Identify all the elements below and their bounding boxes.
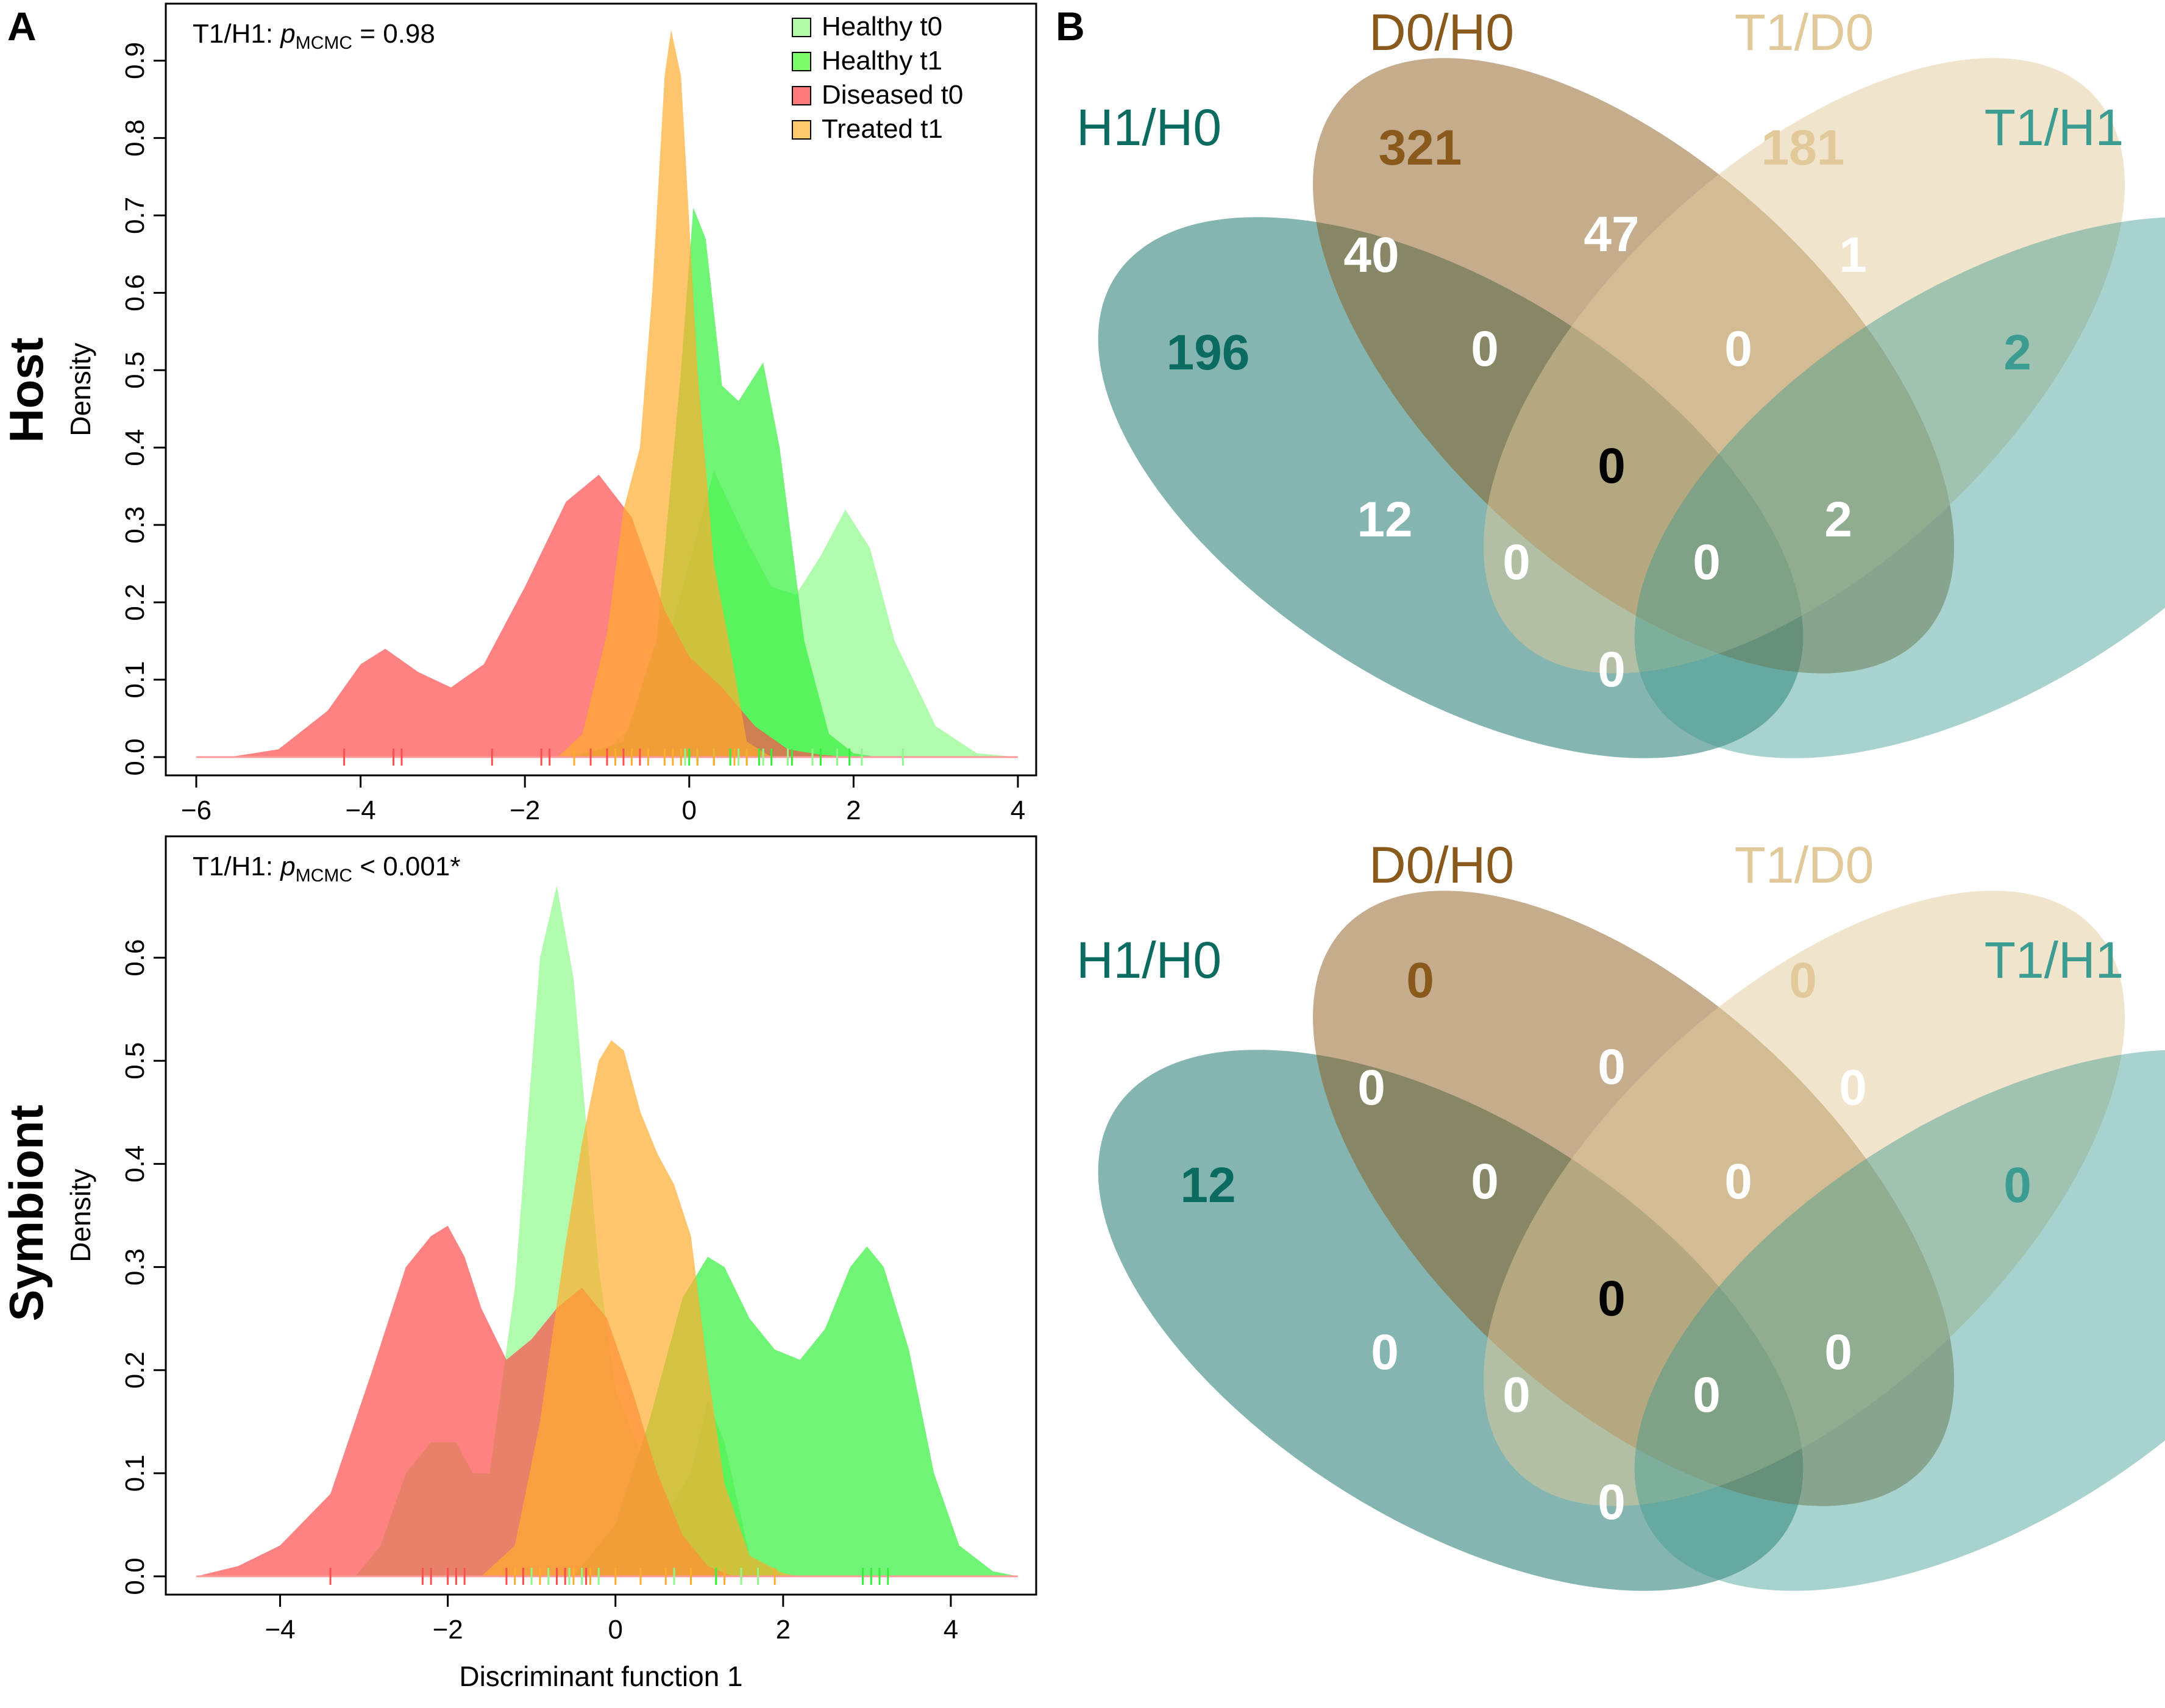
venn-set-label: D0/H0 (1369, 4, 1514, 61)
x-tick-label: −4 (346, 795, 376, 825)
venn-count-d0h0-t1d0: 0 (1598, 1039, 1626, 1095)
legend-swatch (792, 86, 811, 105)
legend-swatch (792, 120, 811, 140)
venn-count-h1h0-t1d0: 0 (1371, 1325, 1399, 1380)
density-plot-symbiont: −4 −2 0 2 4 0.0 0.1 0.2 0.3 0.4 0.5 0.6 Density Discr… (65, 835, 1037, 1692)
x-axis-label: Discriminant function 1 (459, 1660, 742, 1692)
venn-count-d0h0-only: 321 (1379, 120, 1462, 176)
venn-count-h1h0-d0h0-t1d0: 0 (1471, 321, 1499, 377)
x-tick-label: 0 (682, 795, 697, 825)
venn-count-h1h0-t1d0-t1h1: 0 (1502, 535, 1530, 590)
venn-count-h1h0-d0h0: 40 (1343, 227, 1399, 283)
y-tick-label: 0.8 (120, 119, 150, 157)
legend-label: Healthy t0 (822, 12, 942, 41)
venn-count-t1d0-only: 181 (1762, 120, 1845, 176)
venn-count-d0h0-t1h1: 0 (1824, 1325, 1852, 1380)
density-plot-host: −6 −4 −2 0 2 4 0.0 0.1 0.2 0.3 0.4 0.5 0.6 0.7 0.8 0.9 D… (65, 2, 1037, 825)
y-tick-label: 0.2 (120, 1351, 150, 1389)
ellipse-t1h1 (1634, 217, 2165, 758)
y-tick-label: 0.3 (120, 507, 150, 544)
plot-frame (165, 835, 1037, 1596)
venn-set-label: D0/H0 (1369, 836, 1514, 894)
y-tick-label: 0.5 (120, 352, 150, 389)
venn-count-d0h0-t1d0: 47 (1584, 207, 1639, 262)
y-tick-label: 0.9 (120, 42, 150, 79)
venn-count-h1h0-t1h1: 0 (1598, 1475, 1626, 1530)
venn-count-h1h0-d0h0: 0 (1357, 1060, 1385, 1116)
venn-set-label: T1/D0 (1735, 4, 1874, 61)
venn-count-h1h0-t1d0-t1h1: 0 (1502, 1367, 1530, 1423)
x-tick-label: 4 (1011, 795, 1025, 825)
venn-set-label: T1/D0 (1735, 836, 1874, 894)
venn-count-t1d0-t1h1: 0 (1839, 1060, 1867, 1116)
x-tick-label: −2 (433, 1615, 463, 1645)
venn-set-label: H1/H0 (1076, 99, 1221, 156)
density-healthy_t1 (574, 207, 878, 757)
y-axis-label: Density (65, 1169, 96, 1262)
venn-count-h1h0-t1d0: 12 (1357, 492, 1412, 547)
venn-count-h1h0-t1h1: 0 (1598, 642, 1626, 697)
y-tick-label: 0.5 (120, 1042, 150, 1080)
p-value-annotation: T1/H1: pMCMC < 0.001* (193, 852, 460, 886)
ellipse-t1d0 (1484, 891, 2125, 1506)
x-tick-label: 2 (846, 795, 861, 825)
density-treated_t1 (481, 1040, 800, 1576)
venn-count-t1d0-t1h1: 1 (1839, 227, 1867, 283)
x-tick-label: 4 (944, 1615, 958, 1645)
x-tick-label: 0 (608, 1615, 623, 1645)
ellipse-t1d0 (1484, 58, 2125, 674)
y-tick-label: 0.7 (120, 197, 150, 234)
venn-set-label: T1/H1 (1985, 931, 2124, 989)
legend-label: Diseased t0 (822, 80, 963, 110)
y-tick-label: 0.6 (120, 939, 150, 977)
y-tick-label: 0.3 (120, 1248, 150, 1286)
venn-count-d0h0-t1h1: 2 (1824, 492, 1852, 547)
legend-label: Healthy t1 (822, 46, 942, 76)
venn-count-t1d0-only: 0 (1789, 953, 1817, 1008)
venn-count-h1h0-d0h0-t1d0: 0 (1471, 1154, 1499, 1209)
venn-count-all: 0 (1598, 1271, 1626, 1326)
legend-swatch (792, 52, 811, 71)
row-label-symbiont: Symbiont (0, 1105, 53, 1321)
y-tick-label: 0.6 (120, 274, 150, 311)
p-value-annotation: T1/H1: pMCMC = 0.98 (193, 19, 435, 53)
plot-frame (165, 2, 1037, 777)
venn-set-label: T1/H1 (1985, 99, 2124, 156)
venn-count-h1h0-only: 12 (1180, 1158, 1235, 1213)
x-tick-label: −4 (265, 1615, 295, 1645)
y-axis-label: Density (65, 343, 96, 436)
venn-count-d0h0-only: 0 (1406, 953, 1434, 1008)
y-tick-label: 0.1 (120, 1454, 150, 1492)
panel-label-a: A (7, 4, 37, 49)
venn-count-all: 0 (1598, 438, 1626, 494)
panel-label-b: B (1056, 4, 1085, 49)
venn-diagram-host: H1/H0 D0/H0 T1/D0 T1/H1 196 321 181 2 40 47 1 0 0 12 0… (1076, 4, 2165, 758)
venn-count-d0h0-t1d0-t1h1: 0 (1724, 1154, 1752, 1209)
legend-label: Treated t1 (822, 114, 943, 144)
venn-set-label: H1/H0 (1076, 931, 1221, 989)
venn-count-d0h0-t1d0-t1h1: 0 (1724, 321, 1752, 377)
y-tick-label: 0.1 (120, 661, 150, 698)
venn-count-t1h1-only: 2 (2003, 325, 2032, 380)
legend-swatch (792, 18, 811, 37)
x-tick-label: −6 (181, 795, 212, 825)
y-tick-label: 0.4 (120, 429, 150, 466)
x-tick-label: −2 (510, 795, 540, 825)
y-tick-label: 0.0 (120, 1557, 150, 1595)
venn-count-t1h1-only: 0 (2003, 1158, 2032, 1213)
y-tick-label: 0.0 (120, 738, 150, 775)
venn-count-h1h0-d0h0-t1h1: 0 (1693, 1367, 1721, 1423)
venn-count-h1h0-only: 196 (1167, 325, 1250, 380)
y-tick-label: 0.2 (120, 584, 150, 621)
ellipse-t1h1 (1634, 1050, 2165, 1591)
row-label-host: Host (0, 337, 53, 443)
x-tick-label: 2 (776, 1615, 791, 1645)
y-tick-label: 0.4 (120, 1145, 150, 1183)
density-treated_t1 (558, 29, 772, 758)
venn-count-h1h0-d0h0-t1h1: 0 (1693, 535, 1721, 590)
